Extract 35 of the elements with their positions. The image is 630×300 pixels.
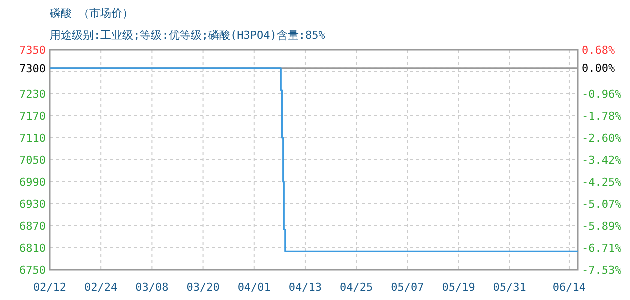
xtick: 03/20 [186,281,220,294]
ytick: 7110 [20,132,46,145]
subtitle: 用途级别:工业级;等级:优等级;磷酸(H3PO4)含量:85% [50,29,326,42]
y2tick: -7.53% [582,264,622,277]
y2tick: -5.07% [582,198,622,212]
xtick: 02/24 [84,281,118,294]
ytick: 7350 [20,44,46,57]
xtick: 05/31 [493,281,526,294]
xtick: 04/25 [340,281,374,294]
title: 磷酸 （市场价） [50,7,134,20]
xtick: 04/01 [238,281,271,294]
xtick: 02/12 [33,281,67,294]
y2tick: -6.71% [582,242,622,256]
ytick: 7170 [20,110,46,123]
xtick: 03/08 [136,281,169,294]
xtick: 05/19 [442,281,476,294]
y2tick: -3.42% [582,154,622,167]
ytick: 6990 [20,176,46,189]
y2tick: -4.25% [582,176,622,190]
ytick: 7300 [20,62,46,76]
ytick: 6750 [20,264,46,277]
y2tick: -5.89% [582,220,622,234]
ytick: 6810 [20,242,46,255]
ytick: 7050 [20,154,46,167]
y2tick: -2.60% [582,132,622,145]
xtick: 05/07 [391,281,424,294]
y2tick: 0.68% [582,44,616,57]
ytick: 7230 [20,88,46,101]
y2tick: -1.78% [582,110,622,123]
y2tick: -0.96% [582,88,622,101]
ytick: 6870 [20,220,46,233]
ytick: 6930 [20,198,46,211]
y2tick: 0.00% [582,62,616,76]
xtick: 06/14 [552,281,586,294]
xtick: 04/13 [288,281,322,294]
